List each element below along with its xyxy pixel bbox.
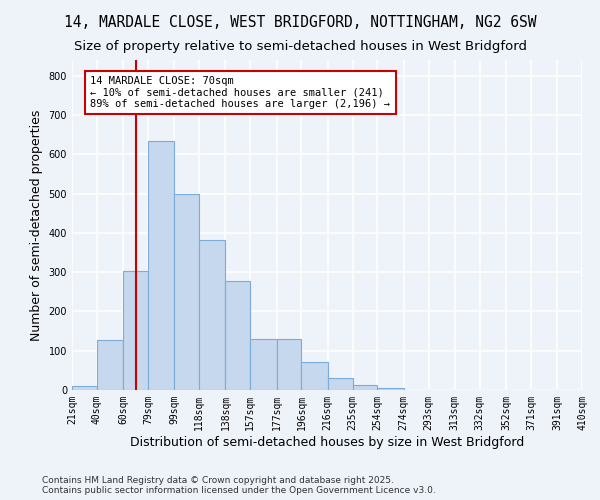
Bar — [301, 362, 328, 390]
Y-axis label: Number of semi-detached properties: Number of semi-detached properties — [30, 110, 43, 340]
Bar — [277, 339, 301, 390]
Bar — [377, 388, 404, 390]
Text: Size of property relative to semi-detached houses in West Bridgford: Size of property relative to semi-detach… — [74, 40, 527, 53]
Text: 14 MARDALE CLOSE: 70sqm
← 10% of semi-detached houses are smaller (241)
89% of s: 14 MARDALE CLOSE: 70sqm ← 10% of semi-de… — [91, 76, 391, 109]
Bar — [72, 386, 97, 390]
X-axis label: Distribution of semi-detached houses by size in West Bridgford: Distribution of semi-detached houses by … — [130, 436, 524, 448]
Bar — [174, 194, 199, 390]
Bar — [199, 240, 226, 390]
Bar — [148, 140, 174, 390]
Bar — [123, 271, 148, 390]
Text: 14, MARDALE CLOSE, WEST BRIDGFORD, NOTTINGHAM, NG2 6SW: 14, MARDALE CLOSE, WEST BRIDGFORD, NOTTI… — [64, 15, 536, 30]
Bar — [97, 340, 123, 390]
Bar — [250, 339, 277, 390]
Bar — [328, 378, 353, 390]
Bar — [226, 281, 250, 390]
Text: Contains HM Land Registry data © Crown copyright and database right 2025.
Contai: Contains HM Land Registry data © Crown c… — [42, 476, 436, 495]
Bar — [353, 384, 377, 390]
